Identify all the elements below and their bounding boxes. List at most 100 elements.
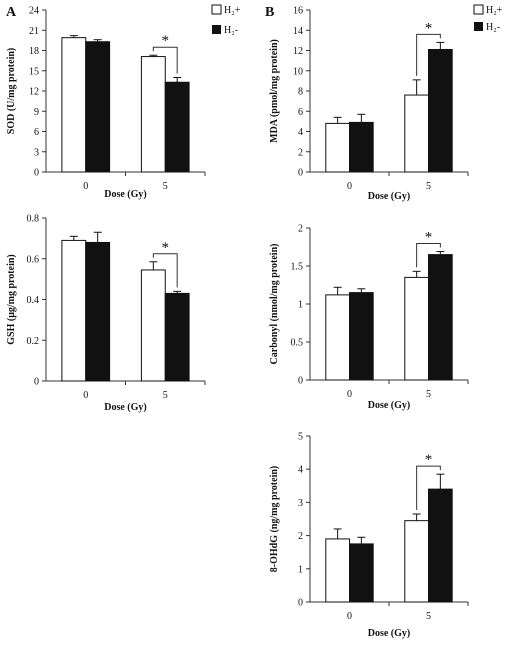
y-tick-label: 9 [34, 107, 39, 118]
bar-h-0 [85, 241, 111, 382]
y-tick-label: 8 [298, 87, 303, 98]
y-tick-label: 12 [293, 46, 303, 57]
x-tick-label: 0 [347, 389, 352, 400]
y-tick-label: 0 [298, 168, 303, 179]
y-tick-label: 0.2 [27, 336, 40, 347]
bar-h-0 [61, 37, 87, 173]
y-tick-label: 5 [298, 432, 303, 443]
y-tick-label: 2 [298, 147, 303, 158]
chart-sod: 0 3 6 9 12 15 18 21 24 0 5 * Dose (Gy) SOD (U/mg prot… [6, 6, 206, 200]
legend-label-h2-minus-b: H₂- [486, 22, 500, 33]
y-tick-label: 3 [34, 147, 39, 158]
bar-h-0 [349, 292, 374, 381]
y-tick-label: 12 [29, 87, 39, 98]
significance-bracket [152, 253, 178, 288]
x-axis-label: Dose (Gy) [104, 189, 147, 200]
y-tick-label: 15 [29, 66, 39, 77]
y-axis-label: SOD (U/mg protein) [6, 48, 17, 134]
y-tick-label: 0.8 [27, 214, 40, 225]
y-tick-label: 3 [298, 498, 303, 509]
chart-mda: 0 2 4 6 8 10 12 14 16 0 5 * Dose (Gy) MDA (pmol/mg pr… [269, 6, 469, 202]
y-axis-label: Carbonyl (nmol/mg protein) [269, 244, 280, 365]
y-tick-label: 14 [293, 26, 303, 37]
y-tick-label: 0 [298, 598, 303, 609]
significance-bracket [416, 33, 441, 76]
y-tick-label: 21 [29, 26, 39, 37]
x-tick-label: 5 [163, 390, 168, 401]
bar-h-0 [349, 121, 374, 173]
significance-star: * [425, 230, 433, 246]
chart-8ohdg: 0 1 2 3 4 5 0 5 * Dose (Gy) 8-OHdG (ng/mg protein) [269, 432, 469, 639]
bar-h-5 [404, 276, 429, 381]
panel-letter-b: B [265, 5, 274, 20]
significance-star: * [425, 20, 433, 36]
x-tick-label: 0 [83, 181, 88, 192]
y-tick-label: 0 [34, 168, 39, 179]
x-tick-label: 5 [163, 181, 168, 192]
y-axis-label: GSH (μg/mg protein) [6, 254, 17, 344]
x-tick-label: 0 [347, 181, 352, 192]
y-tick-label: 0.5 [291, 338, 304, 349]
y-tick-label: 0.4 [27, 295, 40, 306]
panel-letter-a: A [6, 5, 17, 20]
y-tick-label: 18 [29, 46, 39, 57]
bar-h-5 [428, 488, 453, 603]
significance-bracket [152, 46, 178, 74]
legend-panel-a: H₂+ H₂- [211, 4, 241, 36]
y-tick-label: 0 [298, 376, 303, 387]
legend-label-h2-plus-b: H₂+ [486, 5, 503, 16]
y-tick-label: 10 [293, 66, 303, 77]
bar-h-5 [404, 520, 429, 603]
y-tick-label: 1.5 [291, 262, 304, 273]
x-axis-label: Dose (Gy) [368, 191, 411, 202]
y-tick-label: 16 [293, 6, 303, 17]
legend-panel-b: H₂+ H₂- [473, 4, 503, 33]
bar-h-0 [349, 543, 374, 603]
x-tick-label: 0 [83, 390, 88, 401]
x-tick-label: 5 [426, 611, 431, 622]
x-axis-label: Dose (Gy) [104, 402, 147, 413]
chart-carbonyl: 0 0.5 1 1.5 2 0 5 * Dose (Gy) Carbonyl (nmol/mg p… [269, 224, 469, 411]
legend-label-h2-minus: H₂- [224, 25, 238, 36]
y-axis-label: 8-OHdG (ng/mg protein) [269, 466, 280, 572]
bar-h-0 [85, 41, 111, 173]
legend-swatch-h2-plus [211, 4, 222, 15]
y-tick-label: 4 [298, 465, 303, 476]
chart-gsh: 0 0.2 0.4 0.6 0.8 0 5 * Dose (Gy) GSH (μg/mg prot… [6, 214, 206, 413]
x-tick-label: 5 [426, 181, 431, 192]
y-tick-label: 2 [298, 224, 303, 235]
significance-star: * [162, 240, 170, 256]
significance-bracket [416, 465, 441, 511]
y-tick-label: 4 [298, 127, 303, 138]
x-axis-label: Dose (Gy) [368, 400, 411, 411]
y-tick-label: 1 [298, 300, 303, 311]
x-axis-label: Dose (Gy) [368, 628, 411, 639]
bar-h-5 [164, 81, 190, 173]
significance-star: * [425, 452, 433, 468]
bar-h-0 [325, 538, 350, 603]
x-tick-label: 0 [347, 611, 352, 622]
bar-h-0 [325, 294, 350, 381]
legend-swatch-h2-minus [212, 25, 221, 34]
significance-star: * [162, 33, 170, 49]
x-tick-label: 5 [426, 389, 431, 400]
y-tick-label: 0 [34, 377, 39, 388]
legend-swatch-h2-minus-b [474, 22, 483, 31]
y-axis-label: MDA (pmol/mg protein) [269, 39, 280, 143]
y-tick-label: 6 [34, 127, 39, 138]
y-tick-label: 0.6 [27, 254, 40, 265]
y-tick-label: 6 [298, 107, 303, 118]
y-tick-label: 1 [298, 564, 303, 575]
bar-h-5 [164, 292, 190, 382]
bar-h-5 [428, 254, 453, 381]
y-tick-label: 2 [298, 531, 303, 542]
bar-h-0 [325, 122, 350, 173]
bar-h-0 [61, 239, 87, 382]
bar-h-5 [428, 48, 453, 173]
legend-label-h2-plus: H₂+ [224, 5, 241, 16]
significance-bracket [416, 243, 441, 268]
bar-h-5 [404, 94, 429, 173]
legend-swatch-h2-plus-b [473, 4, 484, 15]
y-tick-label: 24 [29, 6, 39, 17]
